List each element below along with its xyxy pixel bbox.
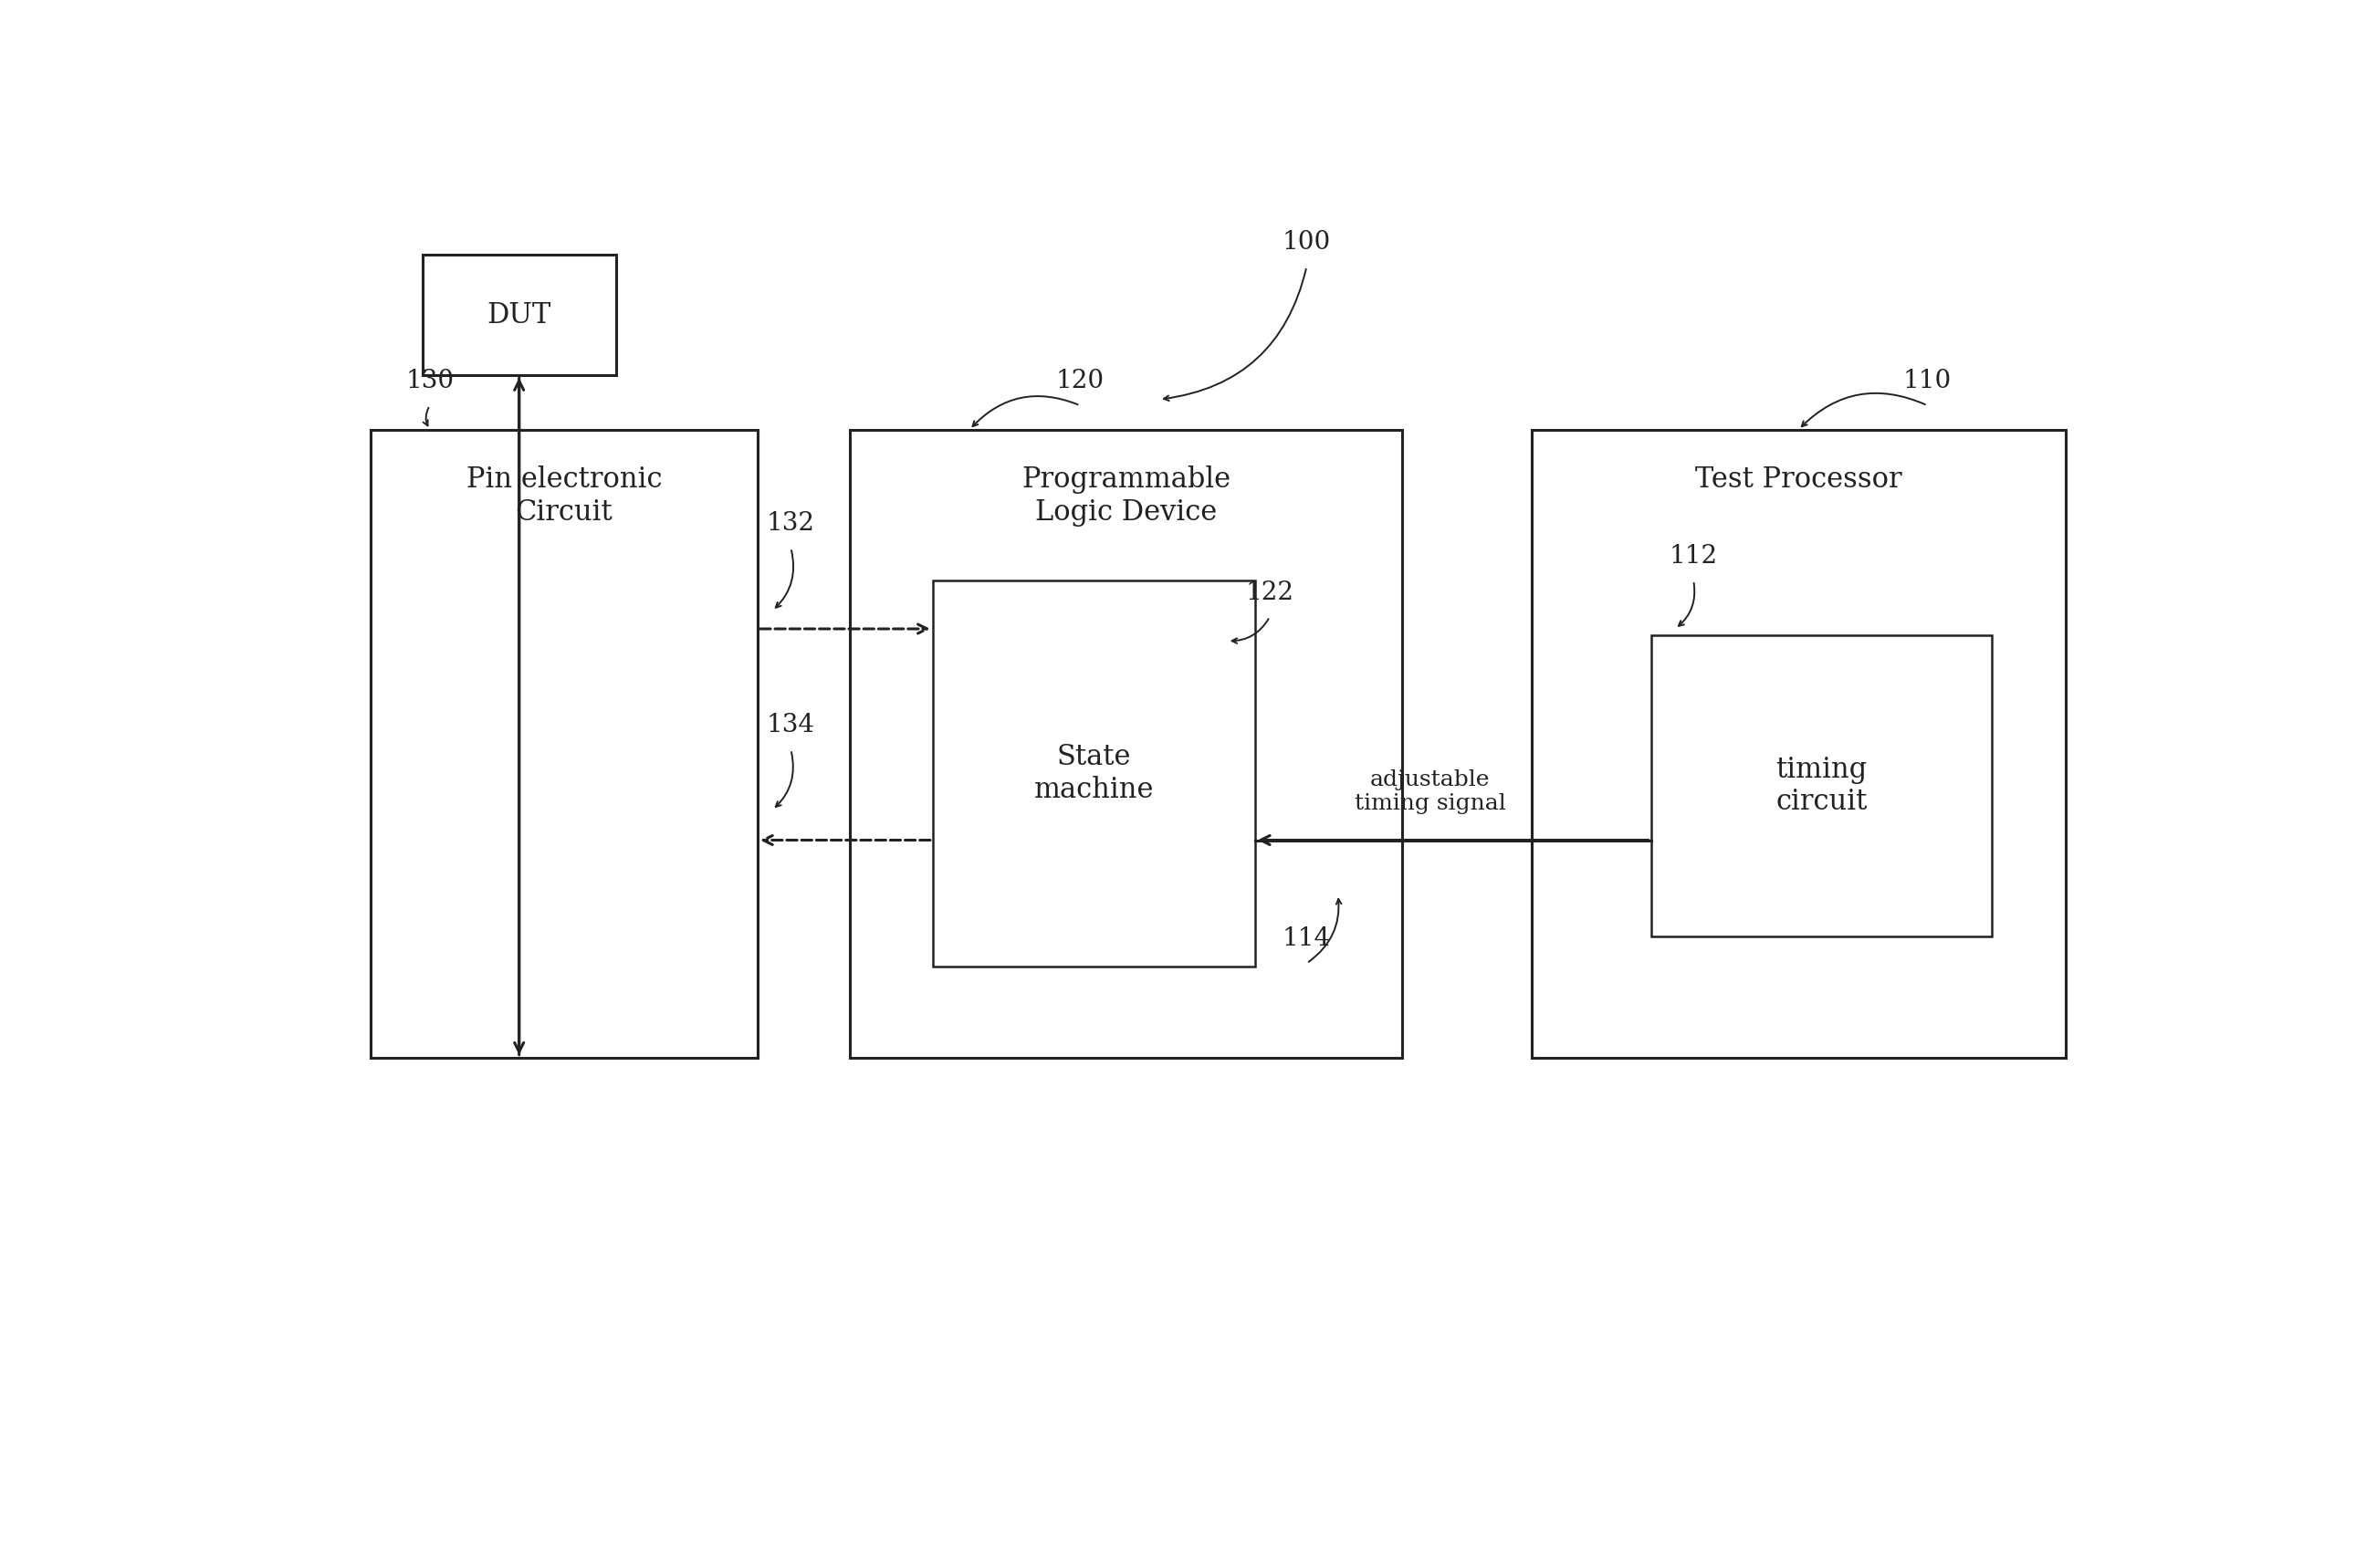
Text: Programmable
Logic Device: Programmable Logic Device <box>1022 466 1231 527</box>
FancyBboxPatch shape <box>932 580 1255 967</box>
Text: State
machine: State machine <box>1034 743 1153 804</box>
Text: 112: 112 <box>1669 544 1719 569</box>
Text: DUT: DUT <box>487 301 551 329</box>
FancyBboxPatch shape <box>1652 635 1992 936</box>
FancyBboxPatch shape <box>371 430 758 1057</box>
Text: 132: 132 <box>768 511 815 536</box>
Text: timing
circuit: timing circuit <box>1776 756 1868 817</box>
Text: 122: 122 <box>1246 580 1293 605</box>
FancyBboxPatch shape <box>851 430 1402 1057</box>
Text: 110: 110 <box>1904 368 1952 394</box>
Text: Pin electronic
Circuit: Pin electronic Circuit <box>466 466 663 527</box>
Text: 114: 114 <box>1281 927 1331 952</box>
Text: 120: 120 <box>1055 368 1105 394</box>
Text: 100: 100 <box>1281 230 1331 254</box>
Text: 134: 134 <box>768 713 815 737</box>
FancyBboxPatch shape <box>423 254 616 375</box>
Text: 130: 130 <box>406 368 454 394</box>
Text: Test Processor: Test Processor <box>1695 466 1902 494</box>
FancyBboxPatch shape <box>1531 430 2066 1057</box>
Text: adjustable
timing signal: adjustable timing signal <box>1355 770 1505 814</box>
